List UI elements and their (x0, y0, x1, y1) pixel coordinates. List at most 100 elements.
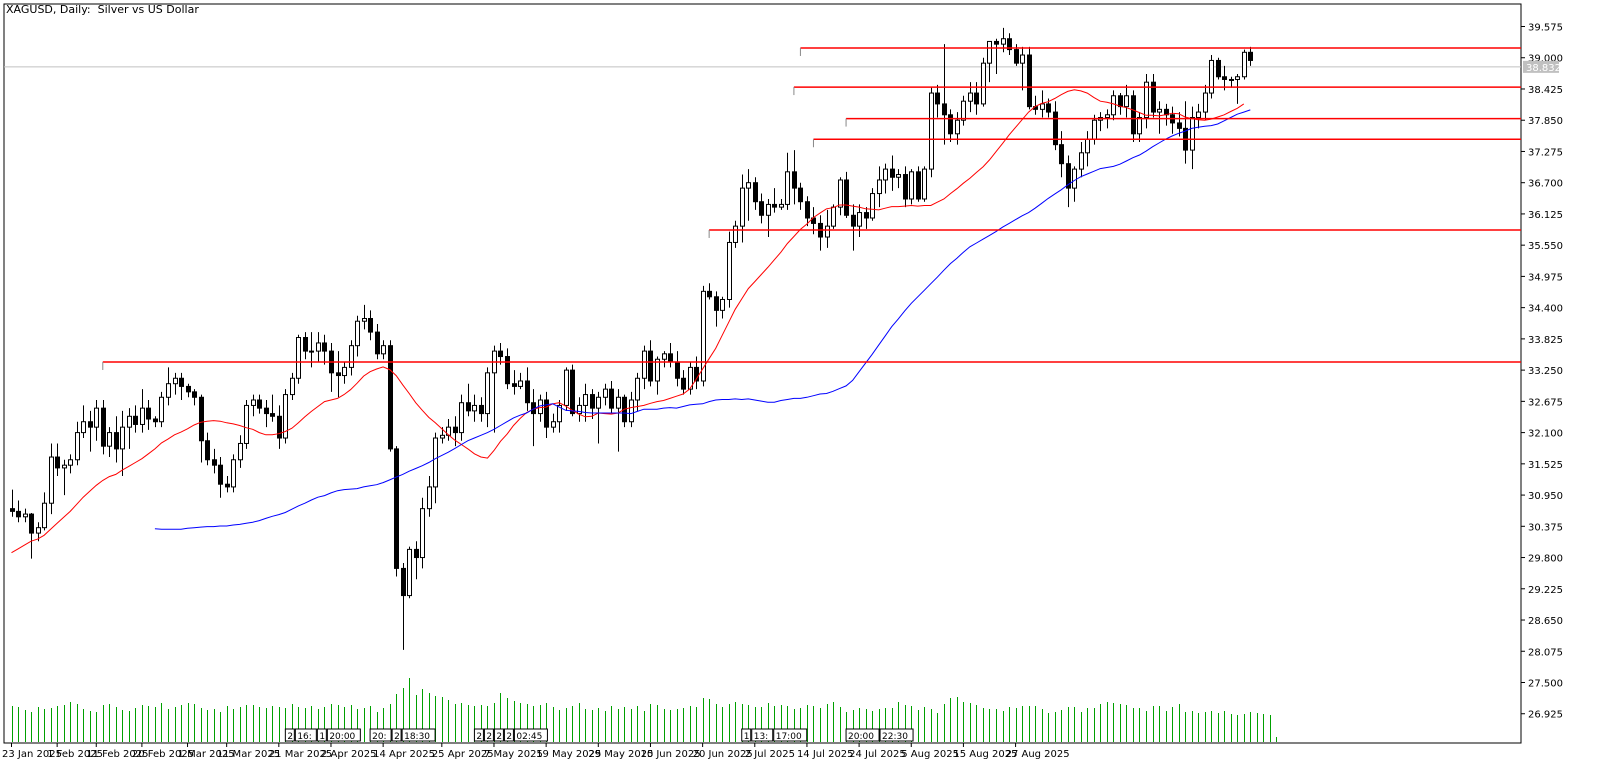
chart-title: XAGUSD, Daily: Silver vs US Dollar (6, 3, 199, 16)
x-tick-label: 24 Jul 2025 (849, 749, 906, 760)
candle-bull (1209, 59, 1214, 94)
candle-bull (459, 402, 464, 434)
candle-bull (1203, 92, 1208, 113)
event-marker-label: 16: (297, 732, 311, 742)
x-tick-label: 14 Jul 2025 (797, 749, 854, 760)
event-marker[interactable]: 20:00 (326, 728, 361, 742)
candle-bull (283, 394, 288, 439)
candle-bull (244, 404, 249, 444)
x-tick-label: 7 May 2025 (484, 749, 543, 760)
candle-bull (290, 377, 295, 396)
event-marker[interactable]: 20: (369, 728, 392, 742)
candle-bear (668, 353, 673, 363)
candle-bull (1157, 108, 1162, 113)
candle-bull (655, 358, 660, 382)
candle-bull (557, 404, 562, 423)
candle-bear (277, 415, 282, 439)
candle-bear (890, 168, 895, 178)
candle-bear (401, 567, 406, 597)
candle-bull (909, 171, 914, 200)
event-marker-label: 2 (287, 732, 293, 742)
candle-bull (159, 396, 164, 423)
y-tick-label: 28.650 (1528, 616, 1563, 627)
candle-bear (414, 548, 419, 559)
candle-bear (974, 92, 979, 105)
candles (10, 27, 1253, 650)
event-marker[interactable]: 22:30 (879, 728, 914, 742)
candle-bear (1053, 111, 1058, 146)
event-marker-box (369, 728, 392, 742)
candle-bull (120, 426, 125, 450)
x-tick-label: 11 Mar 2025 (217, 749, 280, 760)
candle-bear (994, 40, 999, 45)
candle-bear (114, 432, 119, 450)
event-marker-label: 20:00 (329, 732, 355, 742)
event-marker-box (503, 728, 514, 742)
candle-bull (1124, 95, 1129, 108)
candle-bull (23, 513, 28, 518)
candle-bear (648, 350, 653, 382)
ma-fast-line (11, 89, 1245, 554)
candle-bull (342, 366, 347, 377)
event-marker[interactable]: 13: (751, 728, 774, 742)
candle-bear (1248, 51, 1253, 61)
y-tick-label: 32.675 (1528, 397, 1563, 408)
candle-bull (355, 320, 360, 347)
y-tick-label: 35.550 (1528, 241, 1563, 252)
event-marker[interactable]: 18:30 (401, 728, 436, 742)
candle-bear (388, 345, 393, 450)
candle-bear (903, 174, 908, 200)
event-marker[interactable]: 1 (316, 728, 327, 742)
candle-bear (336, 372, 341, 377)
current-price-label: 38.832 (1526, 63, 1561, 74)
candle-bear (694, 366, 699, 382)
event-marker-label: 13: (754, 732, 768, 742)
candle-bull (1229, 78, 1234, 81)
event-marker[interactable]: 2 (284, 728, 295, 742)
candle-bull (75, 432, 80, 461)
candle-bear (1007, 38, 1012, 51)
event-marker-box (741, 728, 752, 742)
candle-bull (746, 182, 751, 189)
candle-bull (81, 421, 86, 434)
candle-bull (1137, 116, 1142, 135)
candle-bear (590, 394, 595, 409)
event-marker[interactable]: 2 (391, 728, 402, 742)
candle-bull (825, 225, 830, 238)
event-marker[interactable]: 20:00 (845, 728, 880, 742)
candle-bull (420, 508, 425, 559)
candle-bull (629, 399, 634, 423)
event-marker[interactable]: 2 (493, 728, 504, 742)
event-marker[interactable]: 02:45 (513, 728, 548, 742)
candle-bear (805, 201, 810, 219)
candle-bull (1196, 111, 1201, 118)
candle-bull (127, 415, 132, 428)
y-tick-label: 26.925 (1528, 710, 1563, 721)
event-marker[interactable]: 2 (503, 728, 514, 742)
candle-bull (231, 459, 236, 488)
y-tick-label: 29.225 (1528, 585, 1563, 596)
x-tick-label: 11 Feb 2025 (86, 749, 148, 760)
candle-bull (922, 168, 927, 200)
event-marker-box (316, 728, 327, 742)
candle-bull (1072, 168, 1077, 189)
candle-bull (1079, 152, 1084, 170)
candle-bull (551, 421, 556, 428)
candle-bear (759, 201, 764, 216)
candle-bear (88, 421, 93, 428)
event-marker[interactable]: 2 (473, 728, 484, 742)
event-marker[interactable]: 16: (294, 728, 317, 742)
event-marker[interactable]: 2 (483, 728, 494, 742)
candle-bull (583, 394, 588, 406)
event-marker[interactable]: 17:00 (773, 728, 808, 742)
candle-bull (1092, 119, 1097, 140)
x-tick-label: 1 Mar 2025 (178, 749, 235, 760)
candle-bull (662, 353, 667, 360)
candle-bull (838, 179, 843, 208)
candle-bear (322, 342, 327, 352)
ma-slow-line (154, 109, 1251, 530)
event-marker-label: 20: (372, 732, 386, 742)
x-tick-label: 29 May 2025 (588, 749, 653, 760)
event-marker[interactable]: 1 (741, 728, 752, 742)
